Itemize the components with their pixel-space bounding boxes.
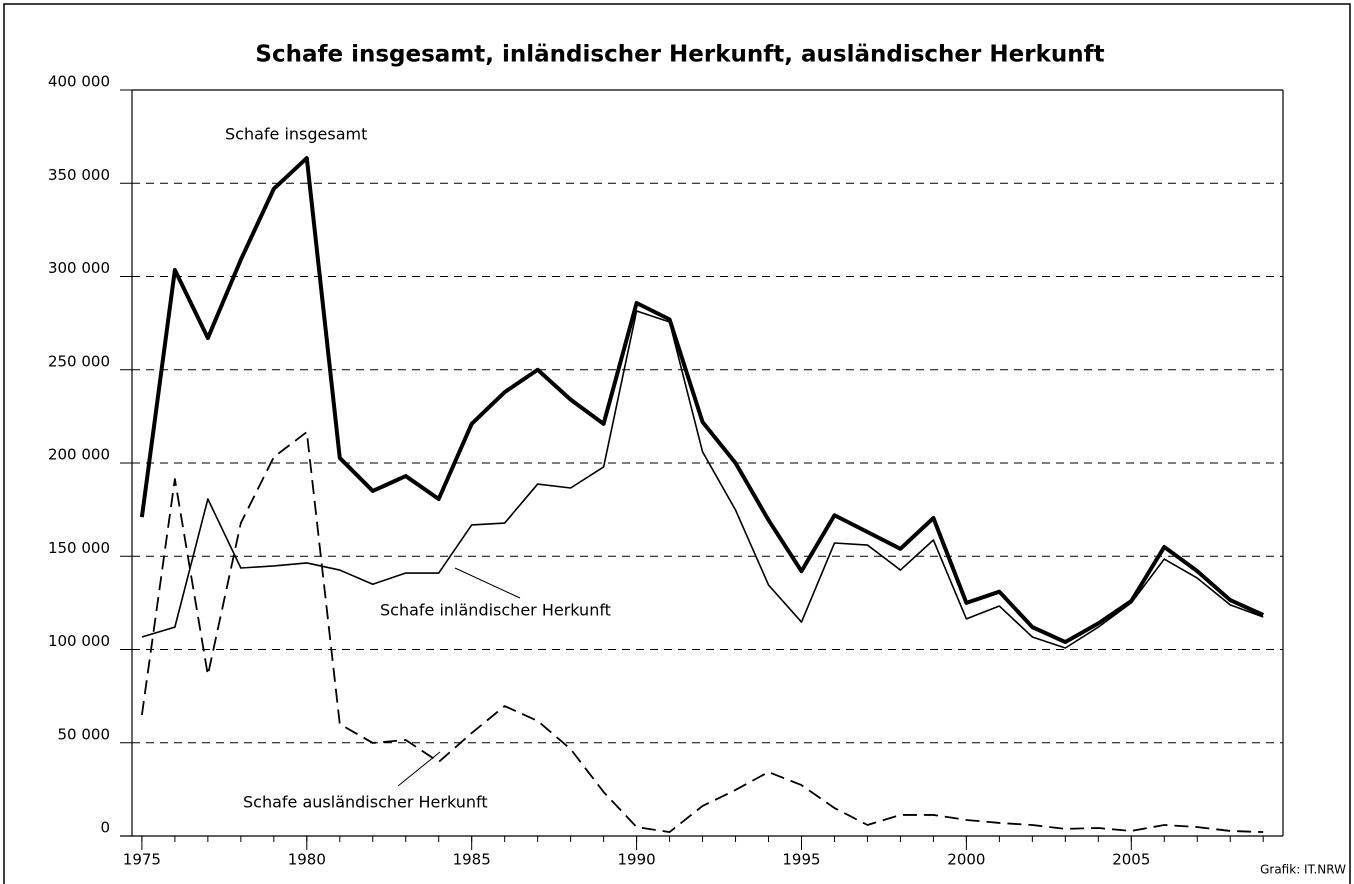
- chart-title: Schafe insgesamt, inländischer Herkunft,…: [255, 42, 1104, 68]
- x-tick-label: 2005: [1112, 851, 1150, 869]
- y-tick-label: 250 000: [48, 352, 110, 370]
- series-line: [139, 156, 1265, 645]
- y-tick-label: 50 000: [58, 725, 111, 743]
- x-tick-label: 1995: [782, 851, 820, 869]
- x-tick-label: 1975: [123, 851, 161, 869]
- y-tick-label: 100 000: [48, 632, 110, 650]
- leader-line: [397, 751, 441, 787]
- y-tick-label: 200 000: [48, 446, 110, 464]
- series-label: Schafe inländischer Herkunft: [380, 601, 611, 620]
- x-tick-label: 1985: [453, 851, 491, 869]
- x-tick-label: 1990: [617, 851, 655, 869]
- frame: [3, 3, 1351, 884]
- x-tick-label: 2000: [947, 851, 985, 869]
- series-line: [141, 431, 1264, 833]
- series-label: Schafe ausländischer Herkunft: [243, 793, 488, 812]
- y-tick-label: 150 000: [48, 539, 110, 557]
- y-tick-label: 300 000: [48, 259, 110, 277]
- y-tick-label: 350 000: [48, 166, 110, 184]
- leader-line: [454, 567, 521, 599]
- y-tick-label: 400 000: [48, 73, 110, 91]
- series-label: Schafe insgesamt: [225, 125, 367, 144]
- y-tick-label: 0: [100, 819, 110, 837]
- series-line: [141, 310, 1264, 649]
- x-tick-label: 1980: [288, 851, 326, 869]
- source: Grafik: IT.NRW: [1260, 863, 1346, 877]
